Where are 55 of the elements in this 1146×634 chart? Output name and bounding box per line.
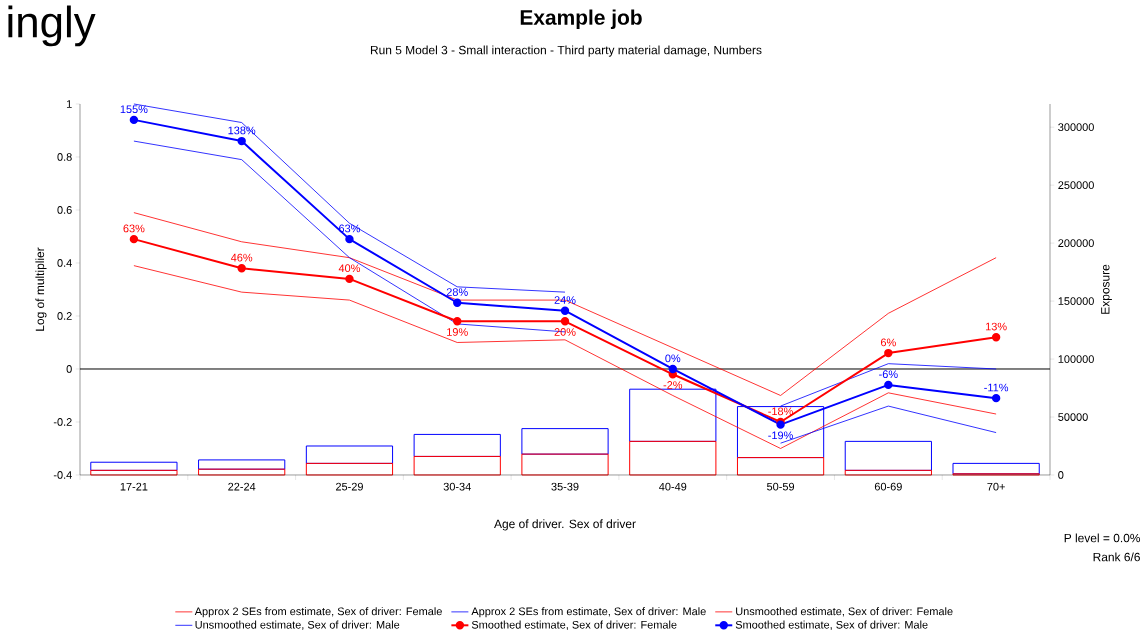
y2-tick-label: 300000 [1058,123,1094,132]
y-tick-label: 0.2 [57,312,72,320]
annotation: 63% [123,224,145,233]
x-tick-label: 60-69 [874,482,902,491]
legend-label: Approx 2 SEs from estimate, Sex of driver: Female [194,607,442,618]
legend-label: Unsmoothed estimate, Sex of driver: Female [736,607,953,617]
legend-label: Smoothed estimate, Sex of driver: Female [471,620,677,630]
y2-tick-label: 50000 [1058,413,1088,421]
y2-tick-label: 200000 [1058,239,1094,247]
annotation: 20% [554,328,576,336]
annotation: 155% [120,105,148,114]
legend-label: Approx 2 SEs from estimate, Sex of driver: Male [471,607,706,618]
y2-axis-title: Exposure [1101,264,1112,314]
y2-tick-label: 0 [1058,471,1064,479]
annotation: -11% [984,383,1009,392]
x-tick-label: 35-39 [551,482,579,491]
y-tick-label: 0 [66,365,72,373]
annotation: -18% [768,407,793,416]
chart-subtitle: Run 5 Model 3 - Small interaction - Third party material damage, Numbers [370,45,762,57]
y-tick-label: 0.6 [57,206,72,214]
legend-label: Unsmoothed estimate, Sex of driver: Male [195,620,400,630]
y-tick-label: 0.8 [57,153,72,161]
text: P level = 0.0% [1064,533,1141,543]
annotation: 24% [554,296,576,304]
annotation: 6% [880,338,896,347]
annotation: 40% [338,264,361,273]
y-tick-label: 1 [66,100,72,108]
y2-tick-label: 100000 [1058,355,1094,363]
x-axis-title: Age of driver. Sex of driver [494,519,636,531]
annotation: 46% [230,253,253,262]
x-tick-label: 25-29 [335,482,363,491]
y-tick-label: 0.4 [57,259,72,267]
x-tick-label: 22-24 [228,482,256,491]
x-tick-label: 17-21 [120,482,148,491]
annotation: -6% [879,370,898,379]
x-tick-label: 50-59 [766,482,795,491]
annotation: 13% [985,322,1007,331]
y-axis-title: Log of multiplier [35,247,47,331]
legend-label: Smoothed estimate, Sex of driver: Male [735,620,928,630]
y2-tick-label: 150000 [1058,297,1094,305]
x-tick-label: 70+ [987,482,1005,491]
x-tick-label: 40-49 [659,482,687,491]
y-tick-label: -0.2 [53,418,72,426]
annotation: 28% [446,288,468,296]
y2-tick-label: 250000 [1058,181,1094,190]
x-tick-label: 30-34 [443,482,471,491]
text: ingly [8,5,96,47]
chart-title: Example job [520,9,642,30]
annotation: 138% [228,126,256,135]
annotation: 19% [447,328,468,336]
annotation: -19% [768,431,793,440]
annotation: 0% [665,354,681,363]
annotation: -2% [663,381,683,389]
y-tick-label: -0.4 [53,471,72,479]
text: Rank 6/6 [1093,552,1140,562]
